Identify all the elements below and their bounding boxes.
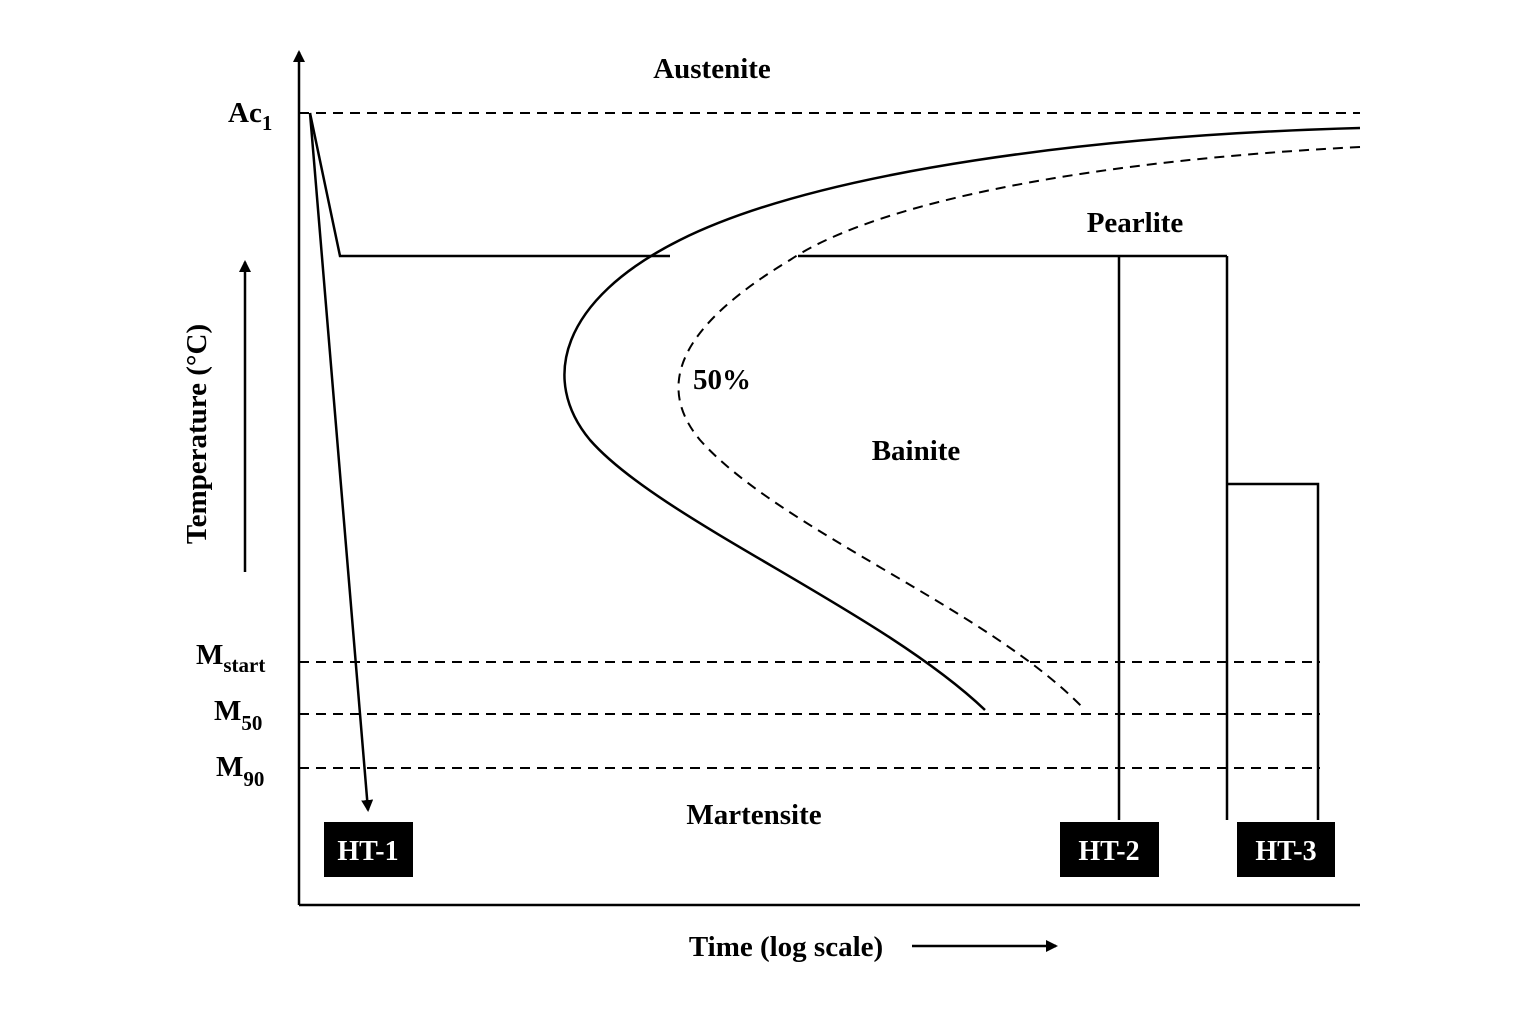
bainite-label: Bainite <box>872 435 961 467</box>
ht1-quench-path <box>308 112 374 812</box>
ht2-box-bg <box>1060 822 1159 877</box>
y-axis-label: Temperature (°C) <box>181 324 213 544</box>
ht1-box-bg <box>324 822 413 877</box>
fifty-percent-curve <box>677 146 1361 711</box>
ht3-label: HT-3 <box>1255 836 1316 867</box>
ac1-label: Ac1 <box>228 97 272 135</box>
austenite-label: Austenite <box>653 53 771 85</box>
x-axis-label: Time (log scale) <box>689 931 883 963</box>
ht3-box-bg <box>1237 822 1335 877</box>
ht3-box: HT-3 <box>1237 822 1335 877</box>
m50-label: M50 <box>214 695 262 735</box>
m90-label: M90 <box>216 751 264 791</box>
ht2-label: HT-2 <box>1078 836 1139 867</box>
pearlite-label: Pearlite <box>1087 207 1184 239</box>
mstart-label: Mstart <box>196 639 265 677</box>
ht1-label: HT-1 <box>337 836 398 867</box>
ht1-box: HT-1 <box>324 822 413 877</box>
fifty-percent-label: 50% <box>693 364 751 396</box>
transformation-start-curve <box>563 126 1361 711</box>
ht3-path-b <box>1227 482 1320 820</box>
martensite-label: Martensite <box>686 799 821 831</box>
isothermal-hold-path-start <box>308 112 670 258</box>
ht2-box: HT-2 <box>1060 822 1159 877</box>
